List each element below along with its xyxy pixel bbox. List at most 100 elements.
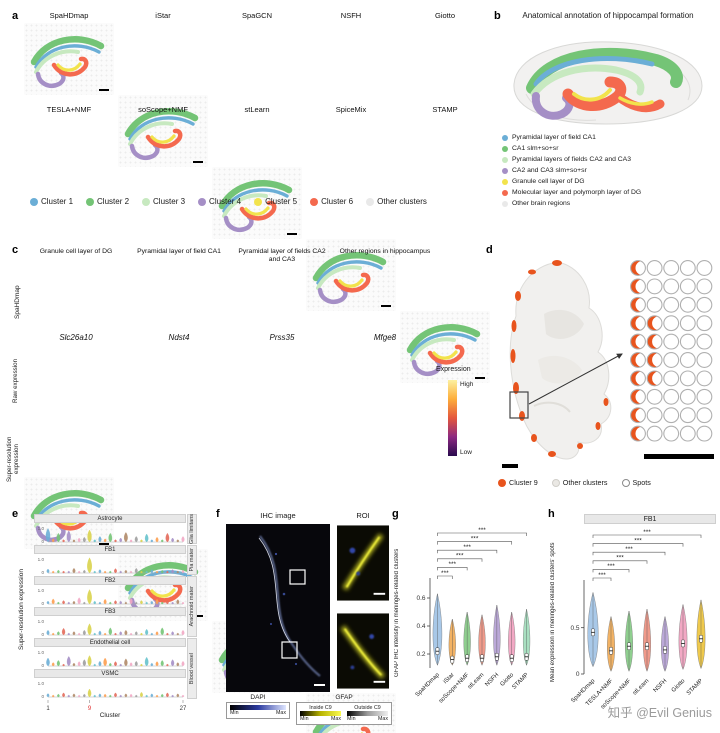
dapi-colorbar xyxy=(230,705,286,710)
svg-text:1.0: 1.0 xyxy=(38,681,45,686)
panel-b-label: b xyxy=(494,10,501,22)
dapi-label: DAPI xyxy=(250,694,266,701)
legend-label: CA2 and CA3 slm+so+sr xyxy=(512,166,587,174)
e-row-header: Astrocyte xyxy=(34,514,186,523)
svg-text:SpaHDmap: SpaHDmap xyxy=(415,672,442,699)
legend-item: Spots xyxy=(621,478,651,487)
legend-item: CA2 and CA3 slm+so+sr xyxy=(502,167,716,175)
scale-bar xyxy=(193,161,203,163)
method-title: stLearn xyxy=(244,105,270,114)
method-title: SpiceMix xyxy=(335,105,367,114)
legend-item: Cluster 5 xyxy=(254,197,297,206)
svg-text:1.0: 1.0 xyxy=(38,650,45,655)
svg-text:stLearn: stLearn xyxy=(632,678,650,696)
svg-text:0.4: 0.4 xyxy=(416,623,425,630)
cluster2-swatch xyxy=(86,197,95,206)
e-violin-row: 1.00 xyxy=(38,619,185,637)
svg-text:***: *** xyxy=(471,535,479,542)
e-violin-row: 1.00 xyxy=(38,526,185,544)
method-title: STAMP xyxy=(432,105,458,114)
svg-text:***: *** xyxy=(607,563,615,570)
svg-text:NSFH: NSFH xyxy=(484,672,500,688)
scale-bar xyxy=(381,305,391,307)
svg-text:1.0: 1.0 xyxy=(38,526,45,531)
svg-text:stLearn: stLearn xyxy=(467,672,485,690)
svg-text:iStar: iStar xyxy=(443,672,456,685)
legend-item: Cluster 3 xyxy=(142,197,185,206)
anatomy-legend: Pyramidal layer of field CA1 CA1 slm+so+… xyxy=(502,134,716,211)
roi-image-1 xyxy=(336,524,390,602)
scale-bar xyxy=(502,464,518,468)
legend-item: Cluster 9 xyxy=(498,478,538,487)
max-label: Max xyxy=(330,716,341,722)
legend-label: Granule cell layer of DG xyxy=(512,177,585,185)
legend-label: Spots xyxy=(632,478,651,487)
scale-bar xyxy=(314,684,325,686)
c-col-title: Pyramidal layer of field CA1 xyxy=(137,248,221,255)
dapi-colorbar-box: Min Max xyxy=(226,702,290,719)
legend-item: Granule cell layer of DG xyxy=(502,178,716,186)
cluster-map-spahdmap xyxy=(24,23,114,95)
method-title: SpaHDmap xyxy=(49,11,89,20)
roi-image-2 xyxy=(336,612,390,690)
colorbar-low-label: Low xyxy=(460,449,472,456)
f-ihc-title: IHC image xyxy=(260,511,296,520)
legend-label: Pyramidal layer of field CA1 xyxy=(512,134,596,141)
e-row-header: FB1 xyxy=(34,545,186,554)
inset-scale-bar xyxy=(644,454,714,459)
max-label: Max xyxy=(377,716,388,722)
panel-b-title: Anatomical annotation of hippocampal for… xyxy=(522,11,694,20)
legend-label: Cluster 3 xyxy=(153,197,186,206)
svg-text:***: *** xyxy=(634,537,642,544)
scale-bar xyxy=(373,592,386,595)
svg-text:0.5: 0.5 xyxy=(570,625,579,632)
outside-c9-label: Outside C9 xyxy=(354,705,381,711)
c-row-label-superres: Super-resolution expression xyxy=(6,436,20,482)
cluster3-swatch xyxy=(142,197,151,206)
legend-label: Cluster 6 xyxy=(321,197,354,206)
legend-label: Molecular layer and polymorph layer of D… xyxy=(512,188,642,196)
svg-text:0: 0 xyxy=(576,671,580,678)
method-title: soScope+NMF xyxy=(138,105,188,114)
ca23-slm-swatch xyxy=(502,167,508,174)
gene-name: Ndst4 xyxy=(168,333,190,342)
other-clusters-swatch xyxy=(551,478,560,487)
legend-label: Other brain regions xyxy=(512,199,571,207)
tissue-section-panel xyxy=(502,258,714,468)
expression-colorbar-title: Expression xyxy=(436,366,471,373)
svg-text:0: 0 xyxy=(41,694,44,699)
legend-label: CA1 slm+so+sr xyxy=(512,144,559,152)
ca1-pyramidal-swatch xyxy=(502,135,508,141)
svg-text:***: *** xyxy=(598,572,606,579)
legend-item: Other clusters xyxy=(366,197,427,206)
legend-label: Other clusters xyxy=(377,197,427,206)
method-title: TESLA+NMF xyxy=(46,105,92,114)
inside-c9-label: Inside C9 xyxy=(309,705,332,711)
svg-text:1: 1 xyxy=(46,706,50,712)
legend-item: Molecular layer and polymorph layer of D… xyxy=(502,189,716,197)
max-label: Max xyxy=(275,710,286,716)
panel-c-label: c xyxy=(12,244,19,256)
zoom-arrow xyxy=(528,353,623,405)
svg-text:STAMP: STAMP xyxy=(511,672,530,691)
e-side-band-blood-vessel: Blood vessel xyxy=(187,638,197,699)
cluster-map-nsfh xyxy=(306,239,396,311)
svg-text:***: *** xyxy=(643,529,651,536)
legend-item: Cluster 1 xyxy=(30,197,73,206)
e-side-band-arachnoid-mater: Arachnoid mater xyxy=(187,576,197,637)
gfap-legend: GFAP Inside C9 Min Max Outside C9 Min Max xyxy=(296,694,392,725)
f-roi-title: ROI xyxy=(356,511,370,520)
method-title: iStar xyxy=(155,11,171,20)
legend-item: Other brain regions xyxy=(502,200,716,208)
other-clusters-swatch xyxy=(366,197,375,206)
roi-box-1 xyxy=(289,569,306,585)
svg-text:***: *** xyxy=(456,553,464,560)
svg-text:***: *** xyxy=(616,555,624,562)
e-row-header: FB3 xyxy=(34,607,186,616)
min-label: Min xyxy=(230,710,239,716)
svg-text:NSFH: NSFH xyxy=(653,678,669,694)
e-side-band-pia-mater: Pia mater xyxy=(187,545,197,575)
cluster4-swatch xyxy=(198,197,207,206)
